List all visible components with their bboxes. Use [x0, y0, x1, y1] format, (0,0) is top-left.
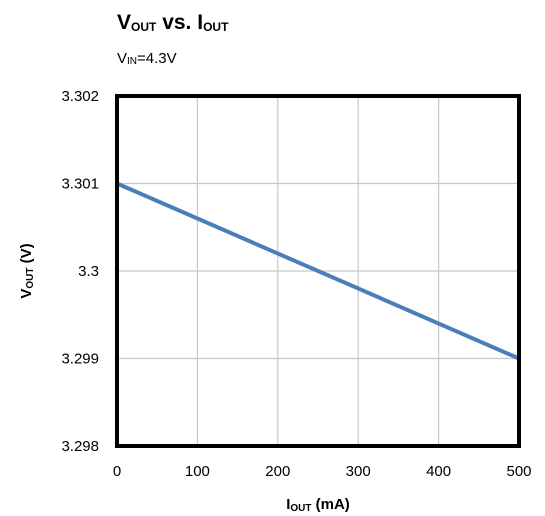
y-tick-label: 3.3: [78, 263, 99, 280]
series-line: [116, 181, 520, 361]
x-tick-labels: 0 100 200 300 400 500: [113, 463, 532, 480]
chart-title: VOUT vs. IOUT: [117, 11, 229, 34]
y-tick-label: 3.298: [61, 438, 99, 455]
series-layer: [116, 181, 520, 361]
x-tick-label: 200: [265, 463, 290, 480]
x-axis-label: IOUT (mA): [286, 496, 350, 514]
x-tick-label: 500: [506, 463, 531, 480]
x-tick-label: 400: [426, 463, 451, 480]
x-tick-label: 0: [113, 463, 121, 480]
y-axis-label: VOUT (V): [18, 243, 36, 298]
y-tick-label: 3.299: [61, 351, 99, 368]
y-tick-label: 3.301: [61, 176, 99, 193]
y-tick-labels: 3.298 3.299 3.3 3.301 3.302: [61, 88, 99, 455]
plot-frame: [115, 94, 521, 448]
chart-subtitle: VIN=4.3V: [117, 50, 177, 67]
x-tick-label: 300: [346, 463, 371, 480]
x-tick-label: 100: [185, 463, 210, 480]
y-tick-label: 3.302: [61, 88, 99, 105]
